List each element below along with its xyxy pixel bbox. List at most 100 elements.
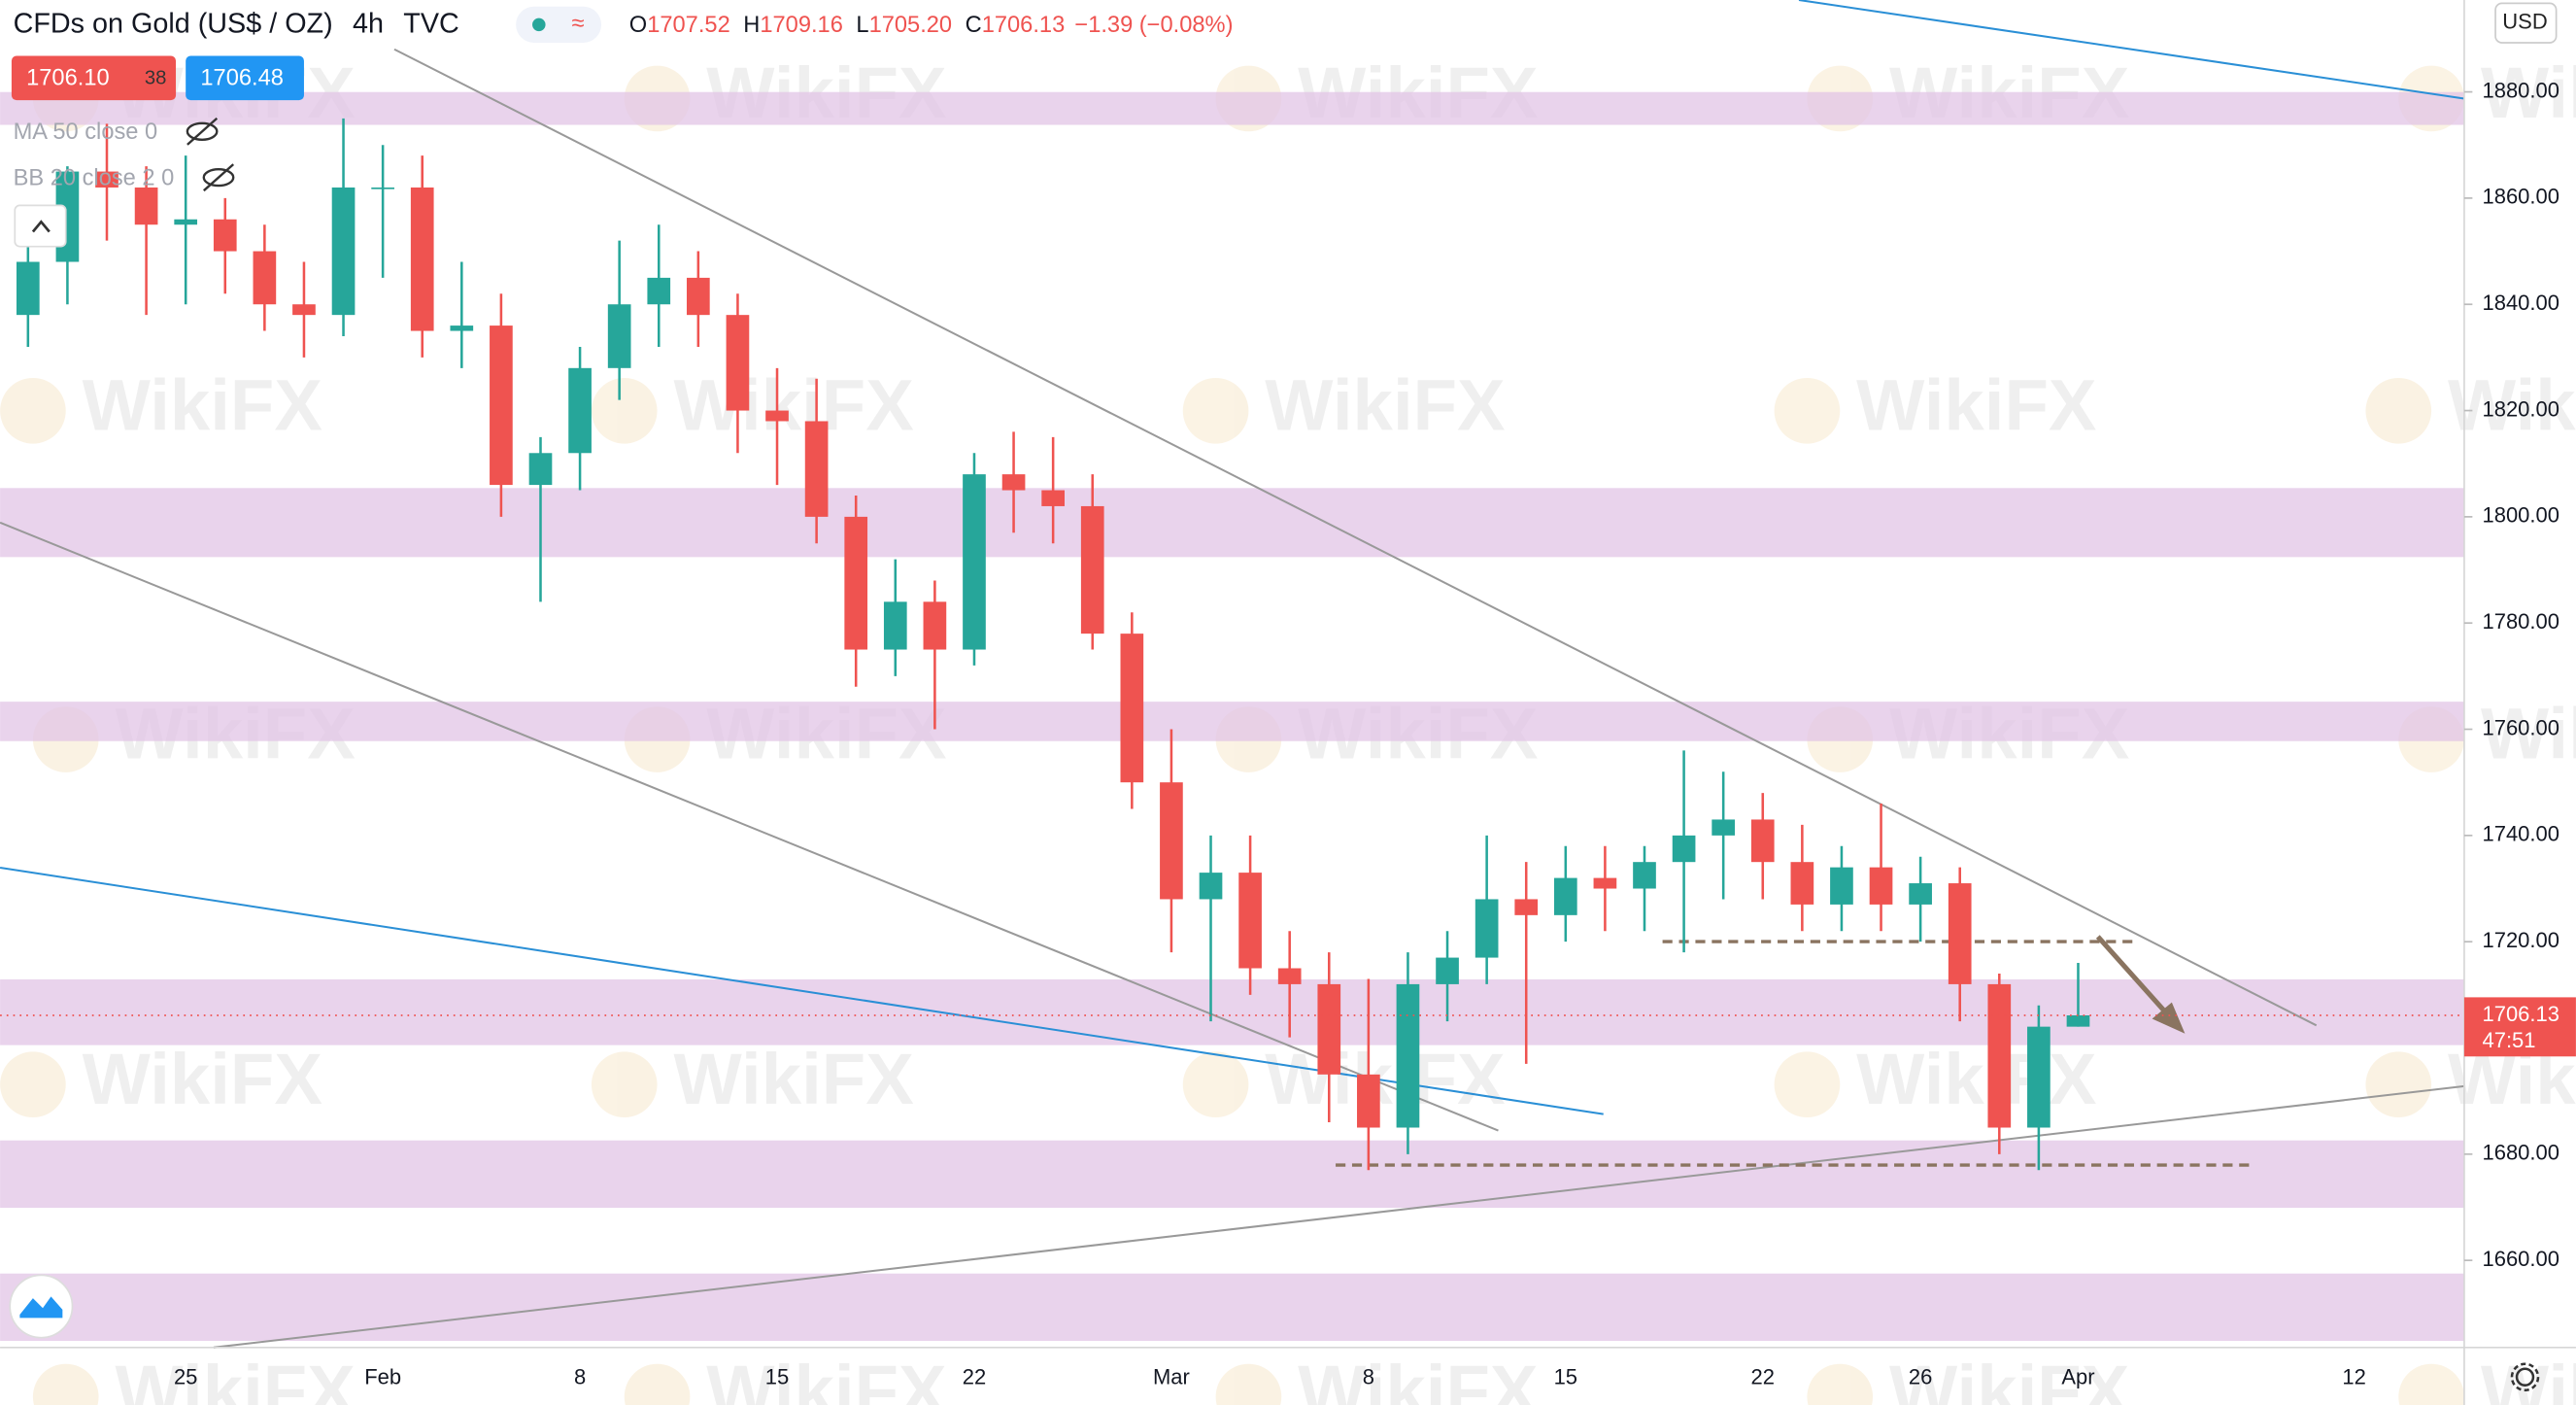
x-tick-label: 15: [1554, 1365, 1577, 1389]
x-tick-label: 12: [2342, 1365, 2365, 1389]
candle-body: [1436, 957, 1459, 984]
bid: 1706.10: [26, 65, 110, 90]
collapse-button[interactable]: [14, 204, 67, 248]
watermark: WikiFX: [591, 364, 914, 445]
watermark: WikiFX: [1774, 1039, 2097, 1119]
candle-body: [1553, 877, 1577, 915]
currency-button[interactable]: [2494, 2, 2558, 44]
candle-body: [1199, 873, 1223, 900]
candle-body: [1041, 490, 1065, 506]
ohlc-value: 1706.13: [982, 13, 1066, 38]
zone: [0, 1140, 2464, 1209]
candle-body: [1160, 782, 1183, 900]
watermark: WikiFX: [591, 1039, 914, 1119]
interval: 4h: [353, 8, 384, 39]
candle-body: [765, 410, 789, 422]
candle-body: [1120, 634, 1144, 783]
watermark-logo: [0, 377, 66, 444]
x-tick-label: 8: [574, 1365, 586, 1389]
candle-body: [213, 219, 237, 252]
currency: USD: [2502, 9, 2547, 33]
watermark-text: WikiFX: [706, 1351, 946, 1405]
candle-body: [963, 474, 986, 650]
watermark-text: WikiFX: [1265, 364, 1505, 445]
candle-body: [2066, 1014, 2090, 1027]
ask-badge[interactable]: [186, 55, 304, 101]
watermark-text: WikiFX: [1298, 1351, 1538, 1405]
watermark-text: WikiFX: [1856, 1039, 2096, 1119]
candle-body: [1474, 899, 1499, 958]
indicator: MA 50 close 0: [14, 120, 158, 145]
trendline: [393, 48, 2318, 1027]
arrow: [2095, 935, 2171, 1017]
watermark-logo: [0, 1051, 66, 1118]
candle-body: [253, 251, 277, 305]
watermark: WikiFX: [32, 1351, 356, 1405]
status-pill[interactable]: [516, 6, 602, 43]
bid-badge[interactable]: [11, 55, 177, 101]
x-tick-label: Feb: [364, 1365, 401, 1389]
hidden-icon[interactable]: [186, 117, 235, 192]
y-tick-label: 1660.00: [2483, 1247, 2559, 1271]
x-tick-label: Apr: [2061, 1365, 2094, 1389]
candle-body: [174, 219, 198, 225]
candle-body: [1633, 862, 1656, 889]
watermark-text: WikiFX: [673, 1039, 913, 1119]
symbol-line: CFDs on Gold (US$ / OZ) 4h TVC: [14, 8, 459, 39]
ohlc-key: L: [856, 13, 868, 38]
y-tick-label: 1760.00: [2483, 715, 2559, 739]
x-tick-label: 25: [174, 1365, 197, 1389]
source: TVC: [403, 8, 458, 39]
y-tick-label: 1820.00: [2483, 396, 2559, 421]
candle-body: [568, 367, 592, 454]
y-tick-label: 1720.00: [2483, 928, 2559, 952]
ohlc-value: 1707.52: [647, 13, 730, 38]
candle-body: [2027, 1026, 2051, 1128]
watermark: WikiFX: [2365, 364, 2576, 445]
zones: [0, 91, 2464, 1342]
status-icon: ≈: [572, 12, 585, 37]
candle-body: [1790, 862, 1814, 905]
settings-icon[interactable]: [2510, 1362, 2540, 1392]
watermark-logo: [624, 1363, 691, 1405]
candle-body: [607, 304, 631, 368]
ohlc-value: 1705.20: [869, 13, 953, 38]
watermark-logo: [1182, 377, 1249, 444]
last-price-label: 1706.13: [2483, 1002, 2559, 1026]
watermark: WikiFX: [624, 1351, 947, 1405]
indicator: BB 20 close 2 0: [14, 166, 175, 191]
watermark-logo: [1774, 377, 1841, 444]
candle-body: [371, 187, 394, 189]
arrow-head: [2152, 1002, 2186, 1034]
candle-body: [1277, 968, 1302, 984]
candle-body: [647, 277, 671, 305]
y-tick-label: 1680.00: [2483, 1141, 2559, 1165]
candle-body: [16, 261, 40, 316]
countdown: 47:51: [2483, 1028, 2536, 1052]
candle-body: [1357, 1074, 1380, 1128]
watermark-logo: [2365, 377, 2432, 444]
trendline: [0, 521, 1499, 1132]
logo: [19, 1296, 63, 1319]
y-tick-label: 1740.00: [2483, 822, 2559, 846]
watermark: WikiFX: [1215, 1351, 1539, 1405]
y-tick-label: 1800.00: [2483, 503, 2559, 528]
watermark: WikiFX: [1774, 364, 2097, 445]
watermark-logo: [1215, 1363, 1282, 1405]
ask: 1706.48: [200, 65, 284, 90]
candle-body: [1672, 835, 1696, 863]
candle-body: [292, 304, 316, 316]
x-tick-label: 26: [1909, 1365, 1932, 1389]
zone: [0, 1273, 2464, 1342]
watermark-text: WikiFX: [115, 1351, 355, 1405]
trendlines: [0, 0, 2465, 1349]
status-dot: [532, 17, 546, 32]
watermark-logo: [591, 377, 658, 444]
y-tick-label: 1780.00: [2483, 609, 2559, 634]
candle-body: [804, 421, 829, 517]
candle-body: [883, 601, 907, 650]
ohlc-value: 1709.16: [760, 13, 843, 38]
change: −1.39 (−0.08%): [1074, 13, 1233, 38]
candle-body: [1593, 877, 1617, 889]
